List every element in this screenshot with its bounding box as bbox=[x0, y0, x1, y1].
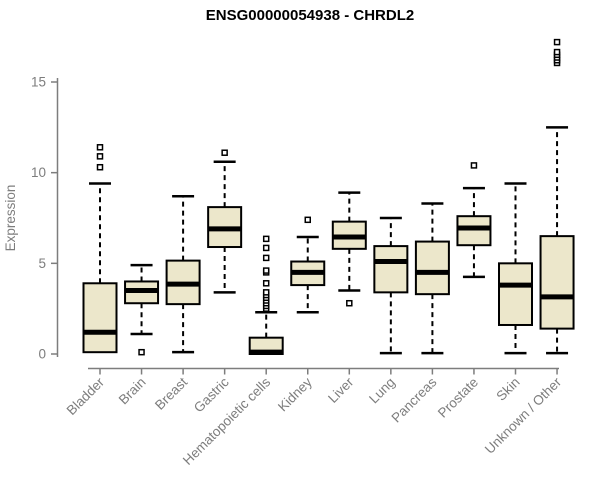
boxplot-kidney bbox=[290, 216, 326, 314]
outlier-point bbox=[262, 267, 270, 274]
box bbox=[414, 240, 450, 296]
outlier-point bbox=[470, 162, 478, 169]
chart-title: ENSG00000054938 - CHRDL2 bbox=[206, 7, 414, 24]
box bbox=[373, 245, 409, 294]
boxplot-unknown-other bbox=[539, 38, 575, 355]
outlier-point bbox=[138, 348, 145, 356]
outlier-point bbox=[262, 235, 270, 243]
box bbox=[456, 215, 492, 247]
plot-area: 0 5 10 15 Bladder Brain Breast GastricHematopoi… bbox=[31, 38, 575, 468]
outlier-point bbox=[96, 144, 104, 151]
outlier-point bbox=[221, 149, 228, 156]
y-tick-label-5: 5 bbox=[38, 256, 46, 271]
box bbox=[498, 262, 533, 326]
boxplot-brain bbox=[124, 263, 160, 356]
y-axis: 0 5 10 15 bbox=[31, 75, 59, 362]
x-tick-label-liver: Liver bbox=[325, 374, 357, 406]
box bbox=[539, 235, 575, 330]
y-tick-label-15: 15 bbox=[31, 75, 46, 90]
boxplot-lung bbox=[373, 216, 409, 355]
outlier-point bbox=[553, 38, 561, 46]
boxplot-liver bbox=[331, 191, 367, 307]
boxplot-bladder bbox=[82, 144, 118, 354]
boxplot-skin bbox=[498, 182, 533, 355]
y-tick-label-10: 10 bbox=[31, 165, 46, 180]
x-tick-label-breast: Breast bbox=[152, 374, 190, 412]
boxplot-hematopoietic-cells bbox=[248, 235, 284, 355]
x-tick-label-lung: Lung bbox=[366, 375, 398, 407]
outlier-point bbox=[553, 48, 561, 56]
outlier-point bbox=[304, 216, 311, 224]
boxplot-breast bbox=[165, 194, 201, 354]
outlier-point bbox=[262, 289, 270, 296]
boxplot-prostate bbox=[456, 162, 492, 279]
x-tick-label-bladder: Bladder bbox=[64, 374, 108, 418]
x-tick-label-prostate: Prostate bbox=[435, 375, 481, 421]
boxplot-gastric bbox=[207, 149, 243, 294]
outlier-point bbox=[96, 163, 104, 171]
x-tick-label-gastric: Gastric bbox=[191, 374, 232, 415]
x-tick-label-unknown-other: Unknown / Other bbox=[482, 374, 565, 457]
x-tick-label-kidney: Kidney bbox=[275, 374, 315, 414]
outlier-point bbox=[96, 153, 104, 160]
y-axis-label: Expression bbox=[3, 185, 18, 252]
box bbox=[82, 282, 118, 354]
y-tick-label-0: 0 bbox=[38, 347, 46, 362]
outlier-point bbox=[262, 244, 270, 252]
x-tick-label-skin: Skin bbox=[493, 375, 522, 404]
x-tick-label-pancreas: Pancreas bbox=[389, 374, 440, 425]
outlier-point bbox=[262, 280, 270, 287]
outlier-point bbox=[262, 254, 270, 262]
boxplot-pancreas bbox=[414, 202, 450, 355]
x-tick-label-brain: Brain bbox=[116, 375, 149, 408]
outlier-point bbox=[346, 299, 353, 307]
